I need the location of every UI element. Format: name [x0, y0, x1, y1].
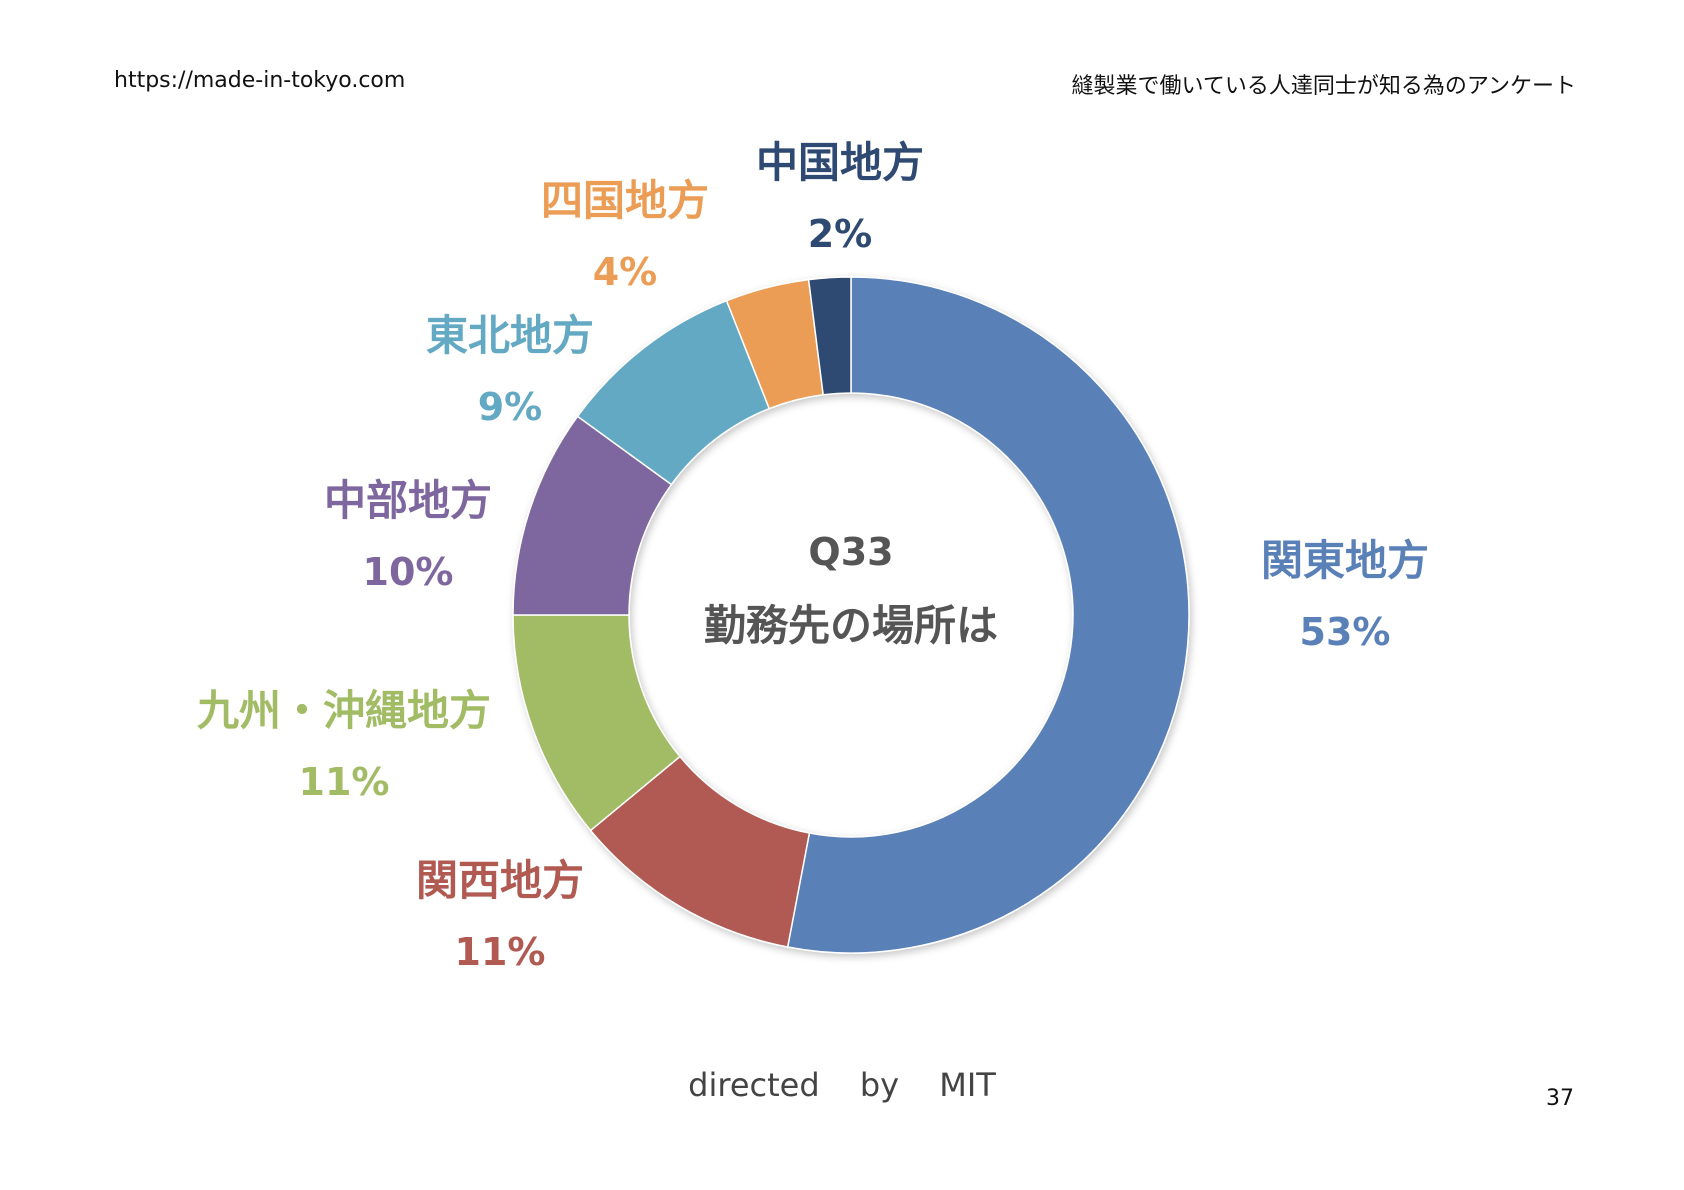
slice-value-4: 10%: [363, 550, 454, 594]
center-title: 勤務先の場所は: [704, 601, 998, 650]
slice-7: [807, 276, 852, 396]
slice-label-3: 九州・沖縄地方: [197, 686, 491, 735]
site-url: https://made-in-tokyo.com: [114, 68, 406, 93]
center-question: Q33: [808, 530, 893, 574]
slice-value-3: 11%: [299, 760, 390, 804]
slice-1: [786, 276, 1190, 954]
slice-label-6: 四国地方: [541, 176, 709, 225]
slice-value-1: 53%: [1300, 610, 1391, 654]
slice-label-2: 関西地方: [416, 856, 584, 905]
slice-label-7: 中国地方: [756, 138, 924, 187]
slice-value-5: 9%: [478, 385, 543, 429]
slice-value-2: 11%: [455, 930, 546, 974]
survey-title: 縫製業で働いている人達同士が知る為のアンケート: [1071, 74, 1576, 99]
slice-value-6: 4%: [593, 250, 658, 294]
page-number: 37: [1546, 1086, 1574, 1111]
slice-value-7: 2%: [808, 212, 873, 256]
slice-label-1: 関東地方: [1261, 536, 1429, 585]
slice-label-5: 東北地方: [426, 311, 594, 360]
slice-label-4: 中部地方: [324, 476, 492, 525]
credit: directed by MIT: [688, 1066, 996, 1104]
